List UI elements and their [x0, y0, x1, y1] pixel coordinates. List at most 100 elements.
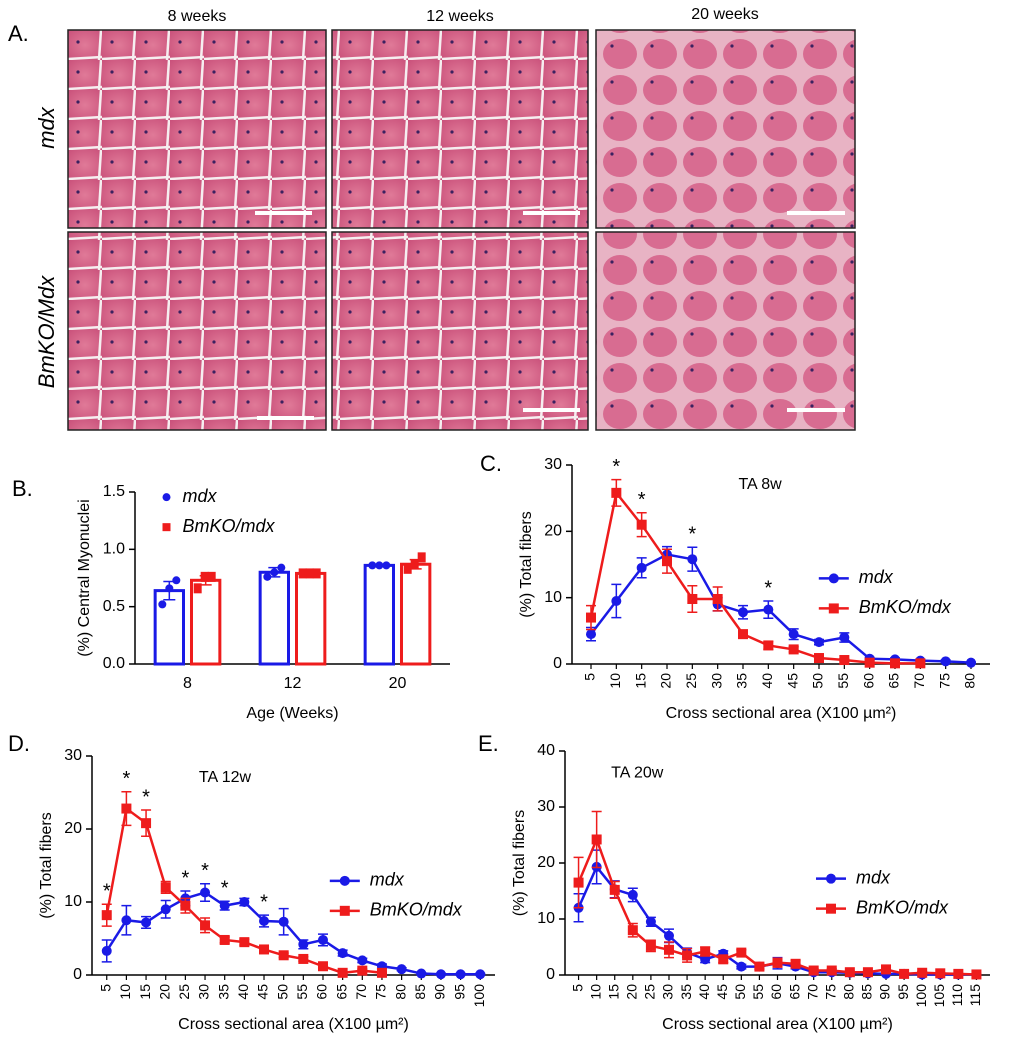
column-title: 12 weeks	[426, 8, 494, 25]
micrograph	[67, 231, 327, 431]
x-tick-label: 75	[822, 984, 838, 1000]
y-tick-label: 0.0	[103, 655, 125, 672]
marker	[899, 968, 910, 979]
x-tick-label: 50	[274, 984, 290, 1000]
row-title: BmKO/Mdx	[34, 275, 59, 388]
marker	[239, 937, 250, 948]
x-tick-label: 12	[284, 675, 302, 692]
marker	[953, 968, 964, 979]
x-tick-label: 45	[714, 984, 730, 1000]
y-axis-label: (%) Total fibers	[38, 812, 55, 918]
x-tick-label: 100	[471, 984, 487, 1008]
marker	[193, 583, 202, 594]
panel-label: B.	[12, 476, 33, 501]
x-tick-label: 105	[931, 984, 947, 1008]
y-tick-label: 30	[64, 747, 82, 764]
annotation: *	[181, 867, 189, 889]
x-tick-label: 20	[156, 984, 172, 1000]
x-tick-label: 60	[768, 984, 784, 1000]
marker	[239, 897, 250, 907]
marker	[966, 657, 976, 668]
y-tick-label: 30	[544, 456, 562, 473]
marker	[141, 917, 152, 928]
chart-title: TA 20w	[611, 765, 664, 782]
x-tick-label: 20	[389, 675, 407, 692]
legend-marker	[826, 873, 836, 884]
marker	[611, 487, 622, 498]
marker	[396, 964, 407, 975]
marker	[121, 803, 132, 814]
scale-bars	[255, 211, 845, 420]
y-tick-label: 0	[546, 966, 555, 983]
marker	[382, 561, 391, 570]
x-tick-label: 60	[314, 984, 330, 1000]
marker	[627, 925, 638, 936]
marker	[788, 644, 799, 655]
x-tick-label: 50	[810, 673, 826, 689]
marker	[814, 637, 824, 648]
y-tick-label: 1.5	[103, 483, 125, 500]
annotation: *	[142, 786, 150, 808]
micrograph	[595, 29, 856, 229]
marker	[368, 561, 377, 570]
x-tick-label: 80	[392, 984, 408, 1000]
marker	[263, 572, 272, 581]
annotation: *	[260, 891, 268, 913]
legend-label: BmKO/mdx	[859, 597, 952, 617]
annotation: *	[123, 768, 131, 790]
marker	[259, 944, 270, 955]
x-tick-label: 90	[877, 984, 893, 1000]
marker	[376, 967, 387, 978]
y-tick-label: 10	[537, 910, 555, 927]
x-tick-label: 40	[235, 984, 251, 1000]
chart-title: TA 8w	[738, 476, 782, 493]
marker	[160, 904, 171, 915]
micrograph	[331, 231, 589, 431]
y-tick-label: 0	[553, 655, 562, 672]
x-tick-label: 45	[784, 673, 800, 689]
micrograph	[67, 29, 327, 229]
y-tick-label: 20	[544, 523, 562, 540]
marker	[141, 818, 152, 829]
annotation: *	[612, 456, 620, 478]
marker	[435, 969, 446, 980]
marker	[337, 948, 348, 959]
x-tick-label: 75	[373, 984, 389, 1000]
marker	[416, 968, 427, 979]
marker	[160, 882, 171, 893]
marker	[662, 556, 672, 567]
x-tick-label: 115	[967, 984, 983, 1007]
x-tick-label: 25	[642, 984, 658, 1000]
marker	[808, 965, 819, 976]
legend-label: mdx	[859, 567, 894, 587]
x-tick-label: 35	[678, 984, 694, 1000]
marker	[881, 964, 892, 975]
marker	[971, 969, 982, 980]
legend-label: mdx	[370, 870, 405, 890]
marker	[278, 916, 289, 927]
panel-label: C.	[480, 451, 502, 476]
y-tick-label: 1.0	[103, 541, 125, 558]
annotation: *	[201, 860, 209, 882]
x-tick-label: 45	[255, 984, 271, 1000]
x-tick-label: 70	[911, 673, 927, 689]
legend-label: BmKO/mdx	[183, 516, 276, 536]
marker	[663, 930, 674, 941]
marker	[207, 571, 216, 582]
marker	[890, 658, 900, 669]
x-tick-label: 15	[605, 984, 621, 1000]
marker	[259, 915, 270, 926]
marker	[180, 900, 191, 911]
x-tick-label: 95	[451, 984, 467, 1000]
marker	[736, 961, 747, 972]
annotation: *	[638, 489, 646, 511]
marker	[839, 655, 850, 666]
panel-label: A.	[8, 21, 29, 46]
marker	[573, 877, 584, 888]
x-tick-label: 75	[936, 673, 952, 689]
marker	[763, 640, 774, 651]
y-tick-label: 40	[537, 742, 555, 759]
marker	[611, 595, 622, 606]
marker	[864, 657, 875, 668]
column-title: 20 weeks	[691, 6, 759, 23]
